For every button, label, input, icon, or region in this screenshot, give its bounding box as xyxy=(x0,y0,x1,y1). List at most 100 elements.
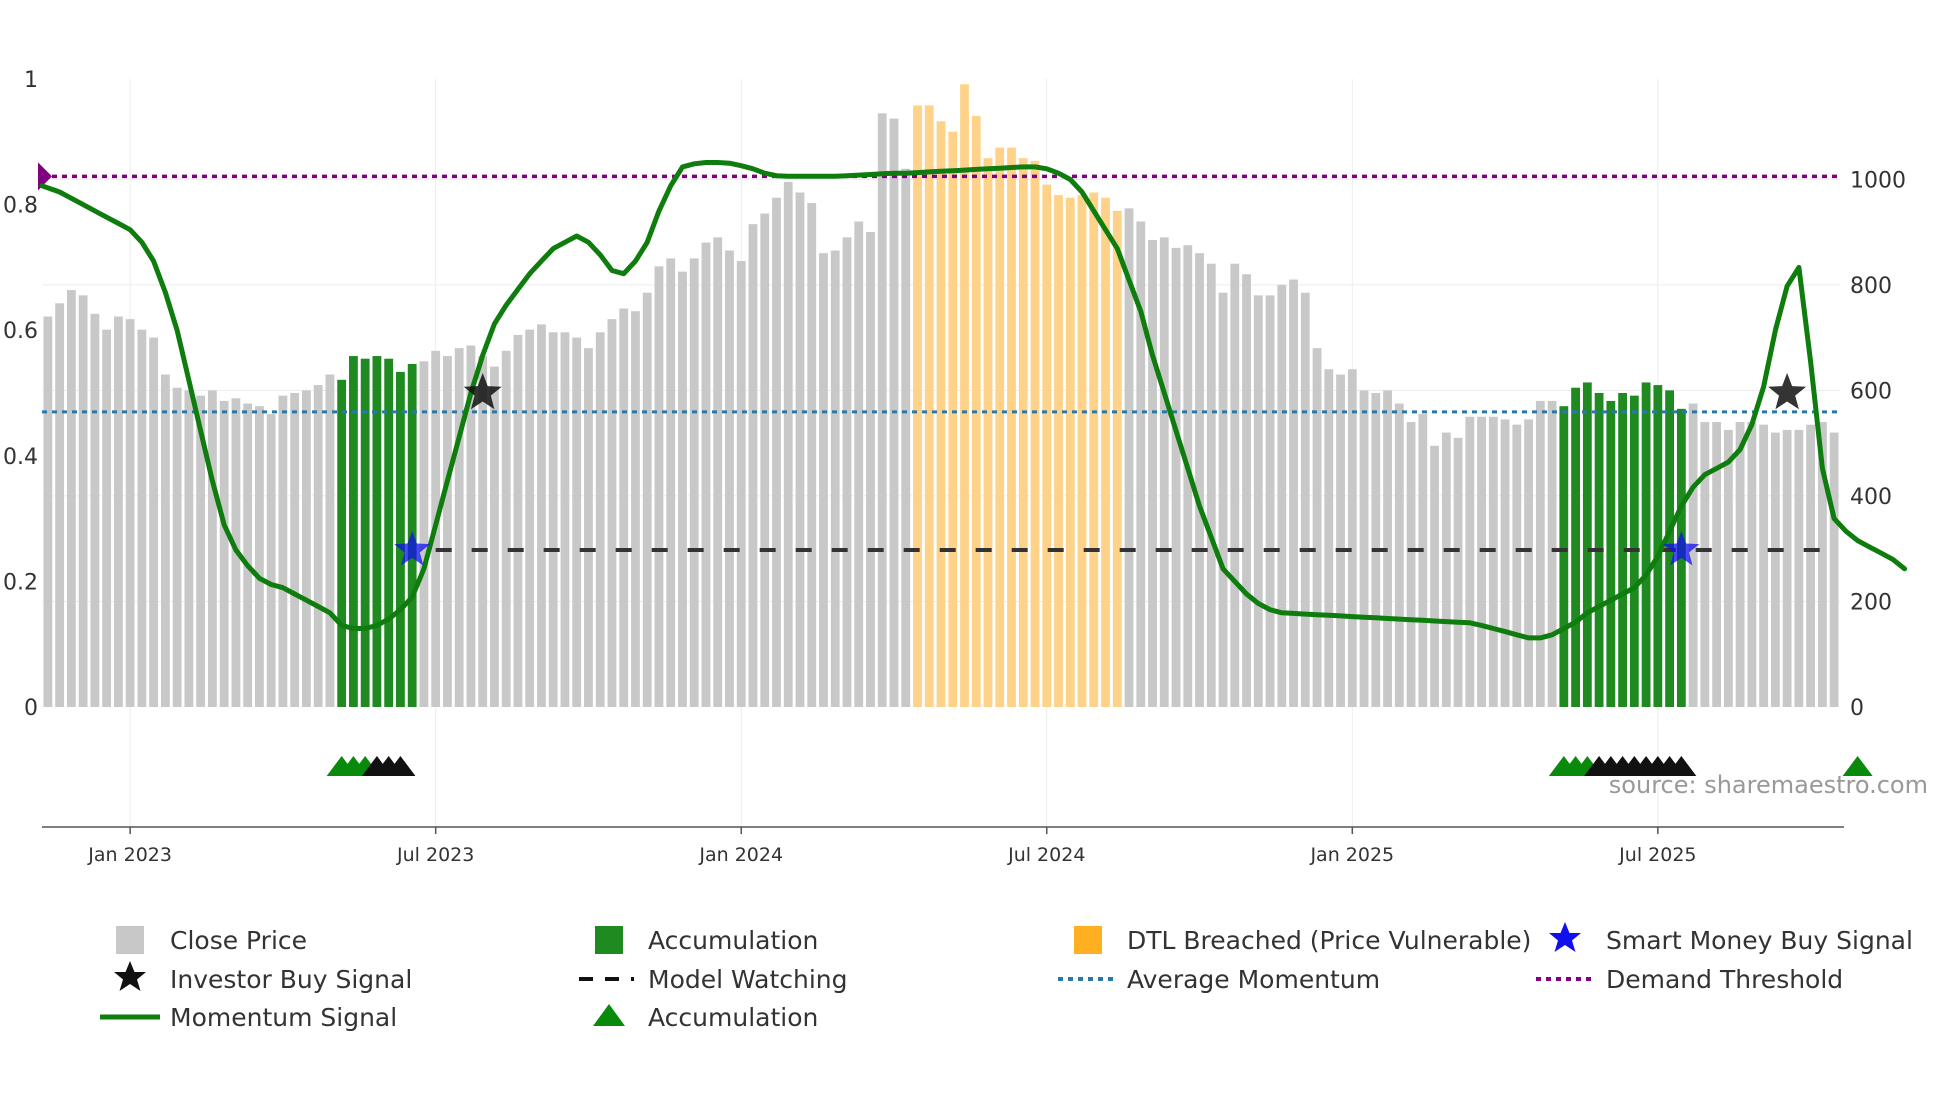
dtl-breached-bar xyxy=(960,84,969,707)
close-price-bar xyxy=(43,316,53,707)
close-price-bar xyxy=(772,197,781,708)
close-price-bar xyxy=(278,395,288,707)
close-price-bar xyxy=(1512,424,1522,707)
right-axis-tick-label: 400 xyxy=(1850,485,1892,510)
close-price-bar xyxy=(149,337,159,707)
close-price-bar xyxy=(66,290,76,707)
close-price-bar xyxy=(55,303,65,707)
close-price-bar xyxy=(866,232,875,708)
momentum-signal-line xyxy=(39,160,1908,641)
dtl-breached-bar xyxy=(1042,184,1052,708)
right-axis-tick-label: 800 xyxy=(1850,274,1892,299)
close-price-bar xyxy=(255,406,264,707)
dtl-breached-bar xyxy=(913,105,922,707)
accumulation-bar xyxy=(360,358,370,707)
close-price-bar xyxy=(1547,400,1557,707)
close-price-bar xyxy=(196,395,206,707)
accumulation-bar xyxy=(337,379,347,707)
legend-label-investor-buy: Investor Buy Signal xyxy=(170,965,412,994)
x-tick-label: Jul 2024 xyxy=(1007,844,1085,866)
close-price-bar xyxy=(1136,221,1146,708)
close-price-bar xyxy=(1477,416,1486,707)
close-price-bar xyxy=(1794,429,1804,707)
close-price-bar xyxy=(595,332,605,707)
dtl-breached-bar xyxy=(995,147,1005,708)
close-price-bar xyxy=(748,224,758,707)
left-axis-tick-label: 0.8 xyxy=(3,194,38,219)
accumulation-triangle xyxy=(1842,756,1873,776)
close-price-bar xyxy=(290,393,300,707)
close-price-bar xyxy=(854,221,864,708)
dtl-breached-bar xyxy=(1112,210,1122,707)
close-price-bar xyxy=(160,374,170,707)
accumulation-bar xyxy=(1618,393,1627,707)
close-price-bar xyxy=(207,390,217,707)
close-price-bar xyxy=(1488,416,1498,707)
dtl-breached-bar xyxy=(1065,197,1075,708)
close-price-bar xyxy=(654,266,664,707)
close-price-bar xyxy=(1700,422,1710,707)
smart-money-buy-signal xyxy=(1663,531,1700,566)
legend-label-accumulation-triangle: Accumulation xyxy=(648,1003,818,1032)
right-axis-tick-label: 1000 xyxy=(1850,168,1906,193)
close-price-bar xyxy=(1712,422,1722,707)
close-price-bar xyxy=(736,261,746,707)
dtl-breached-bar xyxy=(1030,160,1040,708)
close-price-bar xyxy=(125,319,135,707)
close-price-bar xyxy=(1688,403,1698,707)
close-price-bar xyxy=(78,295,88,707)
close-price-bar xyxy=(1312,348,1322,707)
close-price-bar xyxy=(243,403,253,707)
close-price-bar xyxy=(795,192,805,707)
close-price-bar xyxy=(1124,208,1134,708)
close-price-bar xyxy=(1289,279,1298,707)
accumulation-bar xyxy=(1559,406,1569,707)
close-price-bar xyxy=(1394,403,1404,707)
close-price-bar xyxy=(701,242,711,707)
left-axis-tick-label: 0.2 xyxy=(3,570,38,595)
close-price-bar xyxy=(678,271,687,707)
close-price-bar xyxy=(877,113,887,708)
close-price-bar xyxy=(1195,253,1204,707)
right-axis-tick-label: 0 xyxy=(1850,696,1864,721)
close-price-bar xyxy=(1747,422,1757,707)
close-price-bar xyxy=(1817,422,1827,707)
dtl-breached-bar xyxy=(983,158,993,707)
close-price-bar xyxy=(548,332,558,707)
right-axis-tick-label: 600 xyxy=(1850,379,1892,404)
close-price-bar xyxy=(1829,432,1839,707)
dtl-breached-bar xyxy=(1077,195,1087,707)
x-tick-label: Jan 2025 xyxy=(1309,844,1394,866)
left-axis-tick-label: 0.6 xyxy=(3,319,38,344)
close-price-bar xyxy=(478,356,488,707)
close-price-bar xyxy=(819,253,828,707)
close-price-bar xyxy=(713,237,723,707)
close-price-bar xyxy=(842,237,852,707)
close-price-bar xyxy=(1759,424,1769,707)
accumulation-bar xyxy=(349,356,358,707)
smart-money-buy-signal xyxy=(394,531,431,566)
close-price-bar xyxy=(184,390,194,707)
investor-buy-signal xyxy=(1768,373,1807,410)
close-price-bar xyxy=(689,258,699,707)
close-price-bar xyxy=(466,345,476,707)
close-price-bar xyxy=(1159,237,1169,707)
left-axis-tick-label: 1 xyxy=(24,68,38,93)
axes-layer: Jan 2023 Jul 2023 Jan 2024 Jul 2024 Jan 2025… xyxy=(3,68,1906,866)
close-price-bar xyxy=(501,350,511,707)
close-price-bar xyxy=(454,348,464,707)
close-price-bar xyxy=(666,258,676,707)
legend-label-dtl-breached: DTL Breached (Price Vulnerable) xyxy=(1127,926,1531,955)
close-price-bar xyxy=(537,324,546,707)
close-price-bar xyxy=(1735,422,1745,707)
dtl-breached-bar xyxy=(1101,197,1110,708)
legend-label-average-momentum: Average Momentum xyxy=(1127,965,1380,994)
close-price-bar xyxy=(443,356,452,707)
close-price-bar xyxy=(1500,419,1510,707)
legend-label-model-watching: Model Watching xyxy=(648,965,848,994)
close-price-bar xyxy=(830,250,840,707)
accumulation-bar xyxy=(1606,400,1616,707)
accumulation-triangle xyxy=(1666,756,1697,776)
close-price-bar xyxy=(302,390,311,707)
